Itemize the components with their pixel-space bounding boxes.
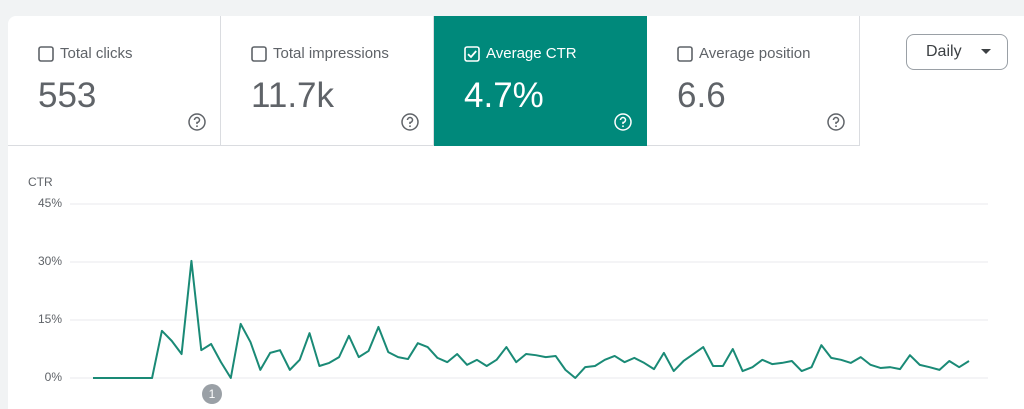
help-mark [619,116,627,124]
metric-card[interactable]: Total impressions 11.7k [221,16,434,146]
help-dot [835,125,837,128]
dropdown[interactable]: Daily [906,34,1008,70]
checkbox-frame [251,46,267,62]
checkbox-frame [677,46,693,62]
help-dot [409,125,411,128]
metric-label: Average position [699,45,811,62]
metric-value: 553 [38,76,97,115]
checkbox-frame [38,46,54,62]
help-mark [193,116,201,124]
help-mark [832,116,840,124]
checkbox [677,46,693,62]
help-dot [196,125,198,128]
metric-value: 4.7% [464,76,544,115]
metric-value: 6.6 [677,76,726,115]
help-icon [614,113,632,131]
y-tick-label: 45% [38,196,62,210]
help-circle [188,113,206,131]
panel: CTR 0% 15% 30% 45% Total clicks 553 Total imp… [8,16,1024,409]
checkbox [464,46,480,62]
metric-label: Average CTR [486,45,577,62]
checkbox [251,46,267,62]
y-tick-label: 15% [38,312,62,326]
ctr-line [93,259,970,379]
metric-card[interactable]: Total clicks 553 [8,16,221,146]
help-circle [614,113,632,131]
dropdown-label: Daily [926,43,962,60]
y-tick-label: 0% [45,370,63,384]
dropdown-arrow [981,49,991,54]
help-icon [401,113,419,131]
metric-value: 11.7k [251,76,335,115]
checkmark [467,50,477,59]
help-circle [401,113,419,131]
metric-label: Total clicks [60,45,133,62]
chart: CTR 0% 15% 30% 45% [28,175,988,384]
help-dot [622,125,624,128]
metric-card[interactable]: Average position 6.6 [647,16,860,146]
metric-card[interactable]: Average CTR 4.7% [434,16,647,146]
annotation[interactable]: 1 [202,384,222,404]
help-circle [827,113,845,131]
annotation-label: 1 [208,387,216,401]
y-axis-label: CTR [28,175,53,189]
metric-label: Total impressions [273,45,389,62]
checkbox-frame [464,46,480,62]
help-mark [406,116,414,124]
help-icon [827,113,845,131]
y-tick-label: 30% [38,254,62,268]
checkbox [38,46,54,62]
help-icon [188,113,206,131]
